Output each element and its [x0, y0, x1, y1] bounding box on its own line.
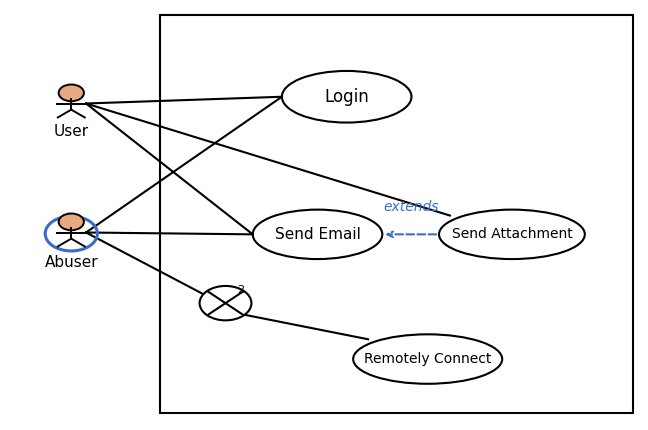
Ellipse shape — [353, 335, 502, 384]
Text: Login: Login — [324, 88, 369, 106]
Text: Send Email: Send Email — [275, 227, 360, 242]
Text: 2: 2 — [237, 286, 244, 295]
Ellipse shape — [253, 210, 382, 259]
Text: Remotely Connect: Remotely Connect — [364, 352, 491, 366]
Circle shape — [58, 214, 84, 230]
Ellipse shape — [282, 71, 411, 123]
Text: Abuser: Abuser — [45, 255, 98, 270]
Text: extends: extends — [383, 200, 439, 214]
Text: Send Attachment: Send Attachment — [452, 227, 572, 241]
Ellipse shape — [439, 210, 585, 259]
Text: User: User — [54, 124, 89, 138]
Bar — [160, 15, 633, 413]
Circle shape — [58, 84, 84, 101]
Circle shape — [200, 286, 251, 320]
